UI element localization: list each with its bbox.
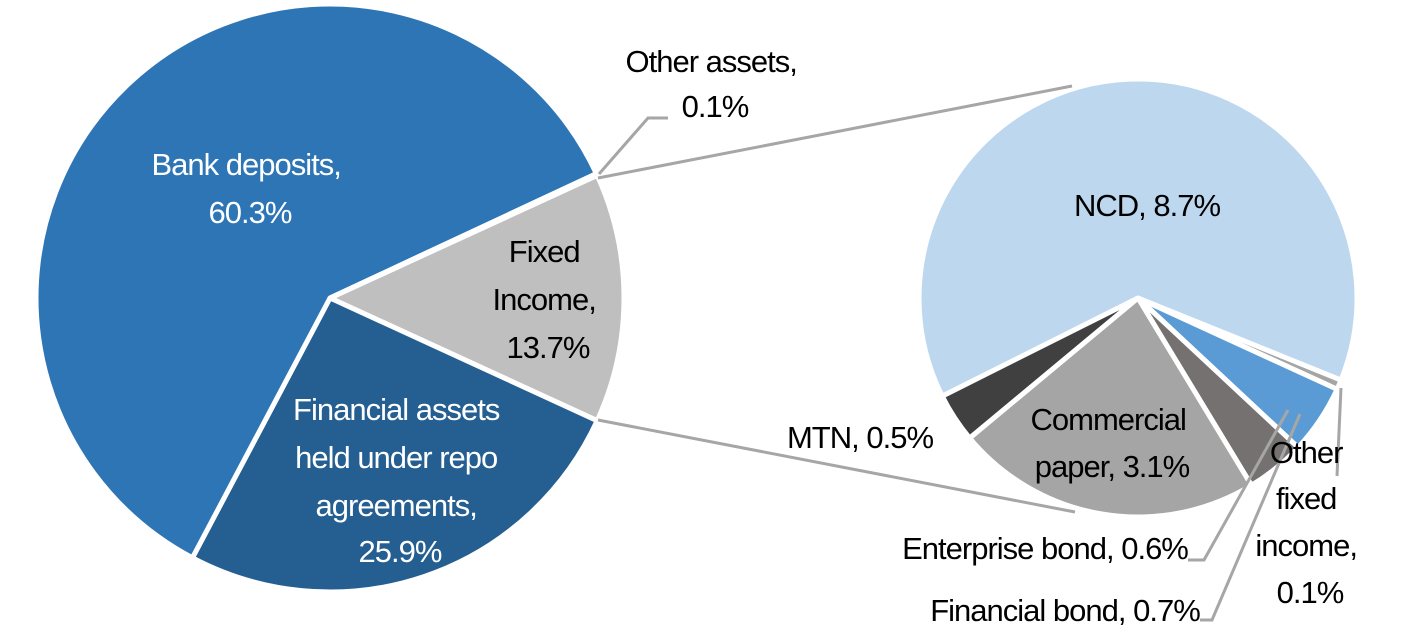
leader-other-fixed-income <box>1335 387 1343 477</box>
leader-other-assets <box>597 116 668 175</box>
label-enterprise-bond: Enterprise bond, 0.6% <box>902 531 1188 566</box>
pie-slice-other-assets <box>327 171 600 301</box>
secondary-pie <box>916 76 1360 520</box>
leader-financial-bond <box>1200 413 1302 622</box>
pie-slice-commercial-paper <box>967 295 1254 520</box>
pie-slice-ncd <box>916 76 1360 399</box>
label-fixed-income: Fixed Income, 13.7% <box>493 234 604 365</box>
label-other-assets: Other assets, 0.1% <box>626 44 805 124</box>
label-repo: Financial assets held under repo agreeme… <box>293 392 507 569</box>
connector-line-bottom <box>597 418 1076 514</box>
leader-enterprise-bond <box>1188 409 1290 562</box>
label-bank-deposits: Bank deposits, 60.3% <box>152 147 349 230</box>
label-commercial-paper: Commercial paper, 3.1% <box>1031 402 1194 484</box>
label-ncd: NCD, 8.7% <box>1074 188 1220 223</box>
label-financial-bond: Financial bond, 0.7% <box>930 593 1200 628</box>
label-mtn: MTN, 0.5% <box>787 420 933 455</box>
connector-line-top <box>597 84 1073 180</box>
pie-slice-fixed-income <box>327 172 627 424</box>
main-pie <box>33 1 627 595</box>
pie-slice-bank-deposits <box>33 1 599 561</box>
label-other-fixed-income: Other fixed income, 0.1% <box>1255 435 1364 610</box>
